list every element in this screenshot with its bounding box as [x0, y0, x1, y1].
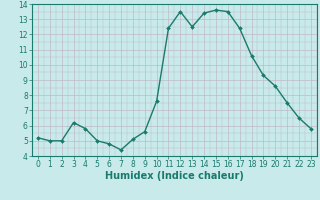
X-axis label: Humidex (Indice chaleur): Humidex (Indice chaleur) — [105, 171, 244, 181]
